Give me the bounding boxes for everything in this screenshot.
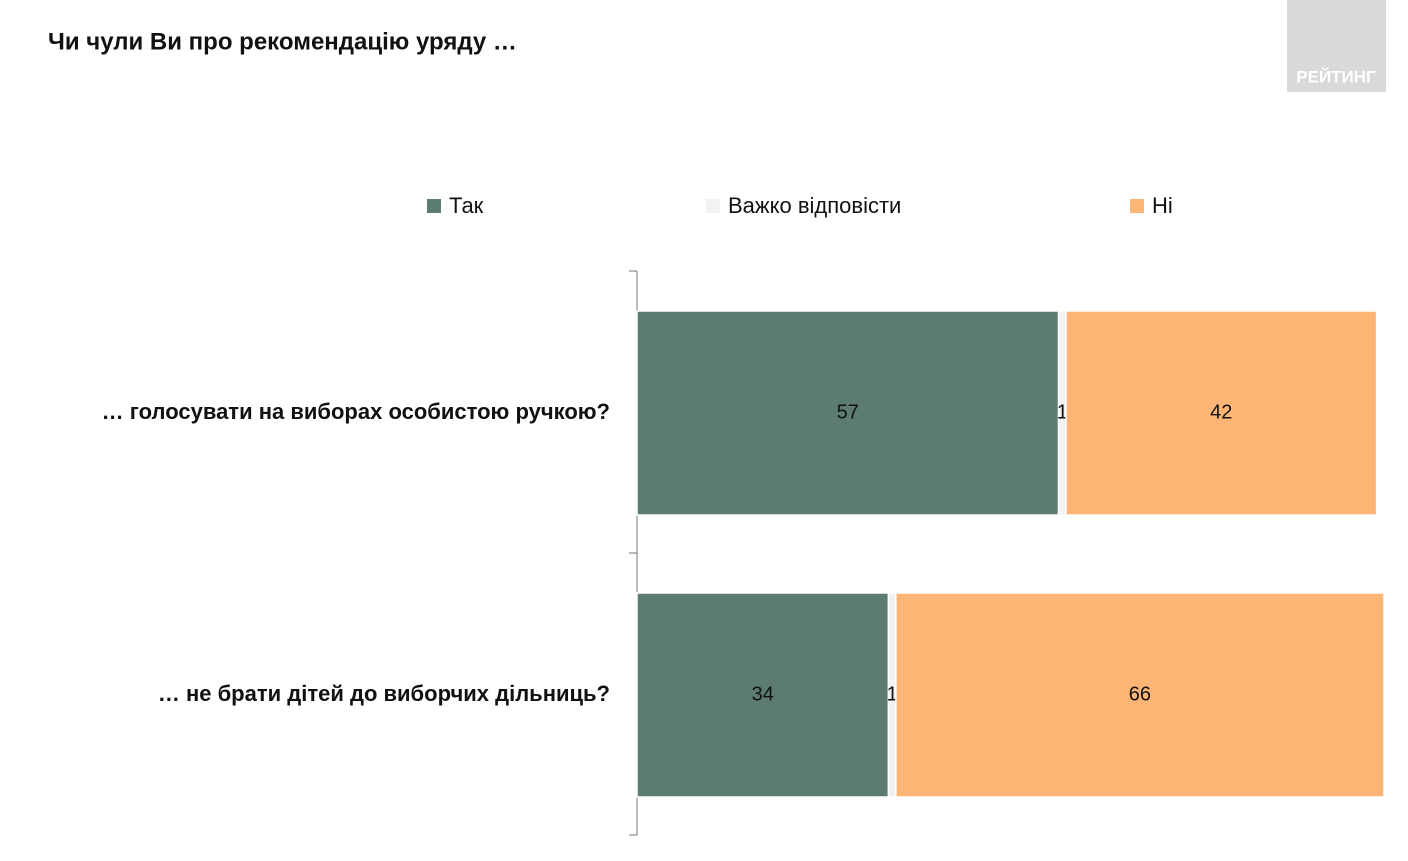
legend-key	[706, 199, 720, 213]
value-label: 1	[887, 683, 898, 705]
bar-segment	[636, 592, 890, 798]
value-label: 57	[837, 401, 859, 423]
legend-key	[427, 199, 441, 213]
logo: РЕЙТИНГ	[1296, 67, 1376, 86]
legend-label: Важко відповісти	[728, 193, 901, 218]
bar-segment	[636, 310, 1060, 516]
logo-box	[1287, 0, 1386, 92]
value-label: 34	[752, 683, 774, 705]
chart-title: Чи чули Ви про рекомендацію уряду …	[48, 28, 517, 55]
bar-segment	[1065, 310, 1378, 516]
legend-label: Ні	[1152, 193, 1173, 218]
value-label: 66	[1129, 683, 1151, 705]
category-label: … не брати дітей до виборчих дільниць?	[158, 681, 610, 706]
legend-key	[1130, 199, 1144, 213]
bar-segment	[895, 592, 1385, 798]
category-label: … голосувати на виборах особистою ручкою…	[102, 399, 610, 424]
value-label: 1	[1057, 401, 1068, 423]
value-label: 42	[1210, 401, 1232, 423]
legend-label: Так	[449, 193, 484, 218]
